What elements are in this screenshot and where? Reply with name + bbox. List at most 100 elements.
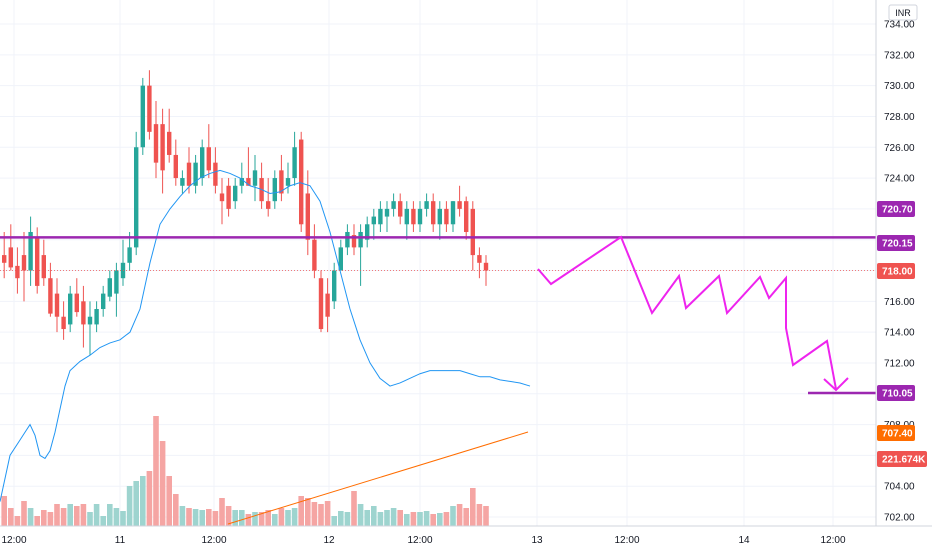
candle-body[interactable] [417,208,423,225]
currency-badge[interactable]: INR [888,4,918,21]
price-tick-label: 702.00 [884,513,915,524]
candle-body[interactable] [219,193,225,202]
candle-body[interactable] [21,255,27,271]
forecast-drawing[interactable] [537,235,849,392]
candle-body[interactable] [8,247,13,268]
candle-body[interactable] [74,293,79,313]
volume-bar [450,506,456,526]
candle-body[interactable] [68,293,73,325]
volume-bar [239,510,245,526]
ma-line [0,169,531,502]
candle-body[interactable] [437,208,442,225]
price-moving-average [0,169,531,502]
candle-body[interactable] [477,255,482,263]
forecast-path[interactable] [537,235,837,390]
price-tick-label: 704.00 [884,482,915,493]
candle-body[interactable] [365,224,370,240]
candle-body[interactable] [470,208,475,256]
candle-body[interactable] [424,201,429,209]
candle-body[interactable] [140,85,145,148]
candle-body[interactable] [338,247,343,271]
candle-body[interactable] [483,262,489,271]
candle-body[interactable] [464,201,469,232]
candle-body[interactable] [457,201,462,209]
candle-body[interactable] [252,170,258,186]
candle-body[interactable] [292,147,297,179]
volume-bar [60,508,67,526]
candle-body[interactable] [213,162,218,186]
candlesticks[interactable] [2,70,489,356]
candle-body[interactable] [226,185,231,209]
time-axis[interactable]: 12:00 11 12:00 12 12:00 13 12:00 14 12:00 [1,535,845,546]
candle-body[interactable] [305,193,310,240]
candle-body[interactable] [246,178,251,186]
candle-body[interactable] [391,201,396,209]
volume-bar [377,512,384,526]
candle-body[interactable] [332,270,337,302]
candle-body[interactable] [200,147,205,179]
candle-body[interactable] [345,231,350,248]
volume-bar [357,504,364,526]
candle-body[interactable] [101,293,106,310]
candle-body[interactable] [153,124,159,163]
candle-body[interactable] [266,201,271,209]
candle-body[interactable] [186,162,192,186]
price-tag-label: 718.00 [882,267,913,278]
candle-body[interactable] [450,201,456,225]
candle-body[interactable] [48,278,53,314]
candle-body[interactable] [285,178,291,186]
candle-body[interactable] [127,247,132,263]
volume-bar [192,509,199,526]
candle-body[interactable] [378,208,383,225]
price-tag-label: 707.40 [882,429,913,440]
candle-body[interactable] [114,270,119,294]
candle-body[interactable] [167,131,172,155]
volume-bar [120,511,126,526]
candle-body[interactable] [404,208,409,225]
candle-body[interactable] [2,255,7,263]
volume-bar [483,506,489,526]
horizontal-levels[interactable] [0,236,876,395]
candle-body[interactable] [233,185,238,202]
candle-body[interactable] [81,301,86,325]
candle-body[interactable] [444,208,449,225]
candle-body[interactable] [411,208,416,225]
candle-body[interactable] [35,236,40,286]
candle-body[interactable] [147,85,152,132]
candle-body[interactable] [272,178,277,202]
candle-body[interactable] [61,316,66,330]
candle-body[interactable] [318,278,324,330]
volume-bar [364,510,370,526]
candle-body[interactable] [193,162,198,186]
candle-body[interactable] [325,293,330,317]
candle-body[interactable] [15,265,20,279]
candle-body[interactable] [107,278,112,297]
candle-body[interactable] [94,309,99,325]
candle-body[interactable] [279,170,284,194]
candle-body[interactable] [28,231,33,271]
candle-body[interactable] [134,147,139,248]
candle-body[interactable] [173,154,178,179]
candle-body[interactable] [299,139,304,225]
candle-body[interactable] [371,216,376,225]
price-tick-label: 734.00 [884,20,915,31]
volume-bar [371,506,377,526]
volume-bar [14,516,21,526]
candle-body[interactable] [41,255,46,279]
time-tick-label: 12:00 [820,535,845,546]
candle-body[interactable] [239,178,244,186]
candle-body[interactable] [54,293,60,317]
price-tag [877,385,915,401]
candle-body[interactable] [87,316,93,325]
candle-body[interactable] [206,147,211,171]
candle-body[interactable] [358,231,363,248]
volume-bar [338,511,344,526]
candle-body[interactable] [351,235,357,248]
candle-body[interactable] [312,239,317,271]
candle-body[interactable] [431,201,436,225]
candle-body[interactable] [384,208,390,217]
candle-body[interactable] [160,124,165,171]
candle-body[interactable] [398,201,403,217]
candle-body[interactable] [180,178,185,186]
